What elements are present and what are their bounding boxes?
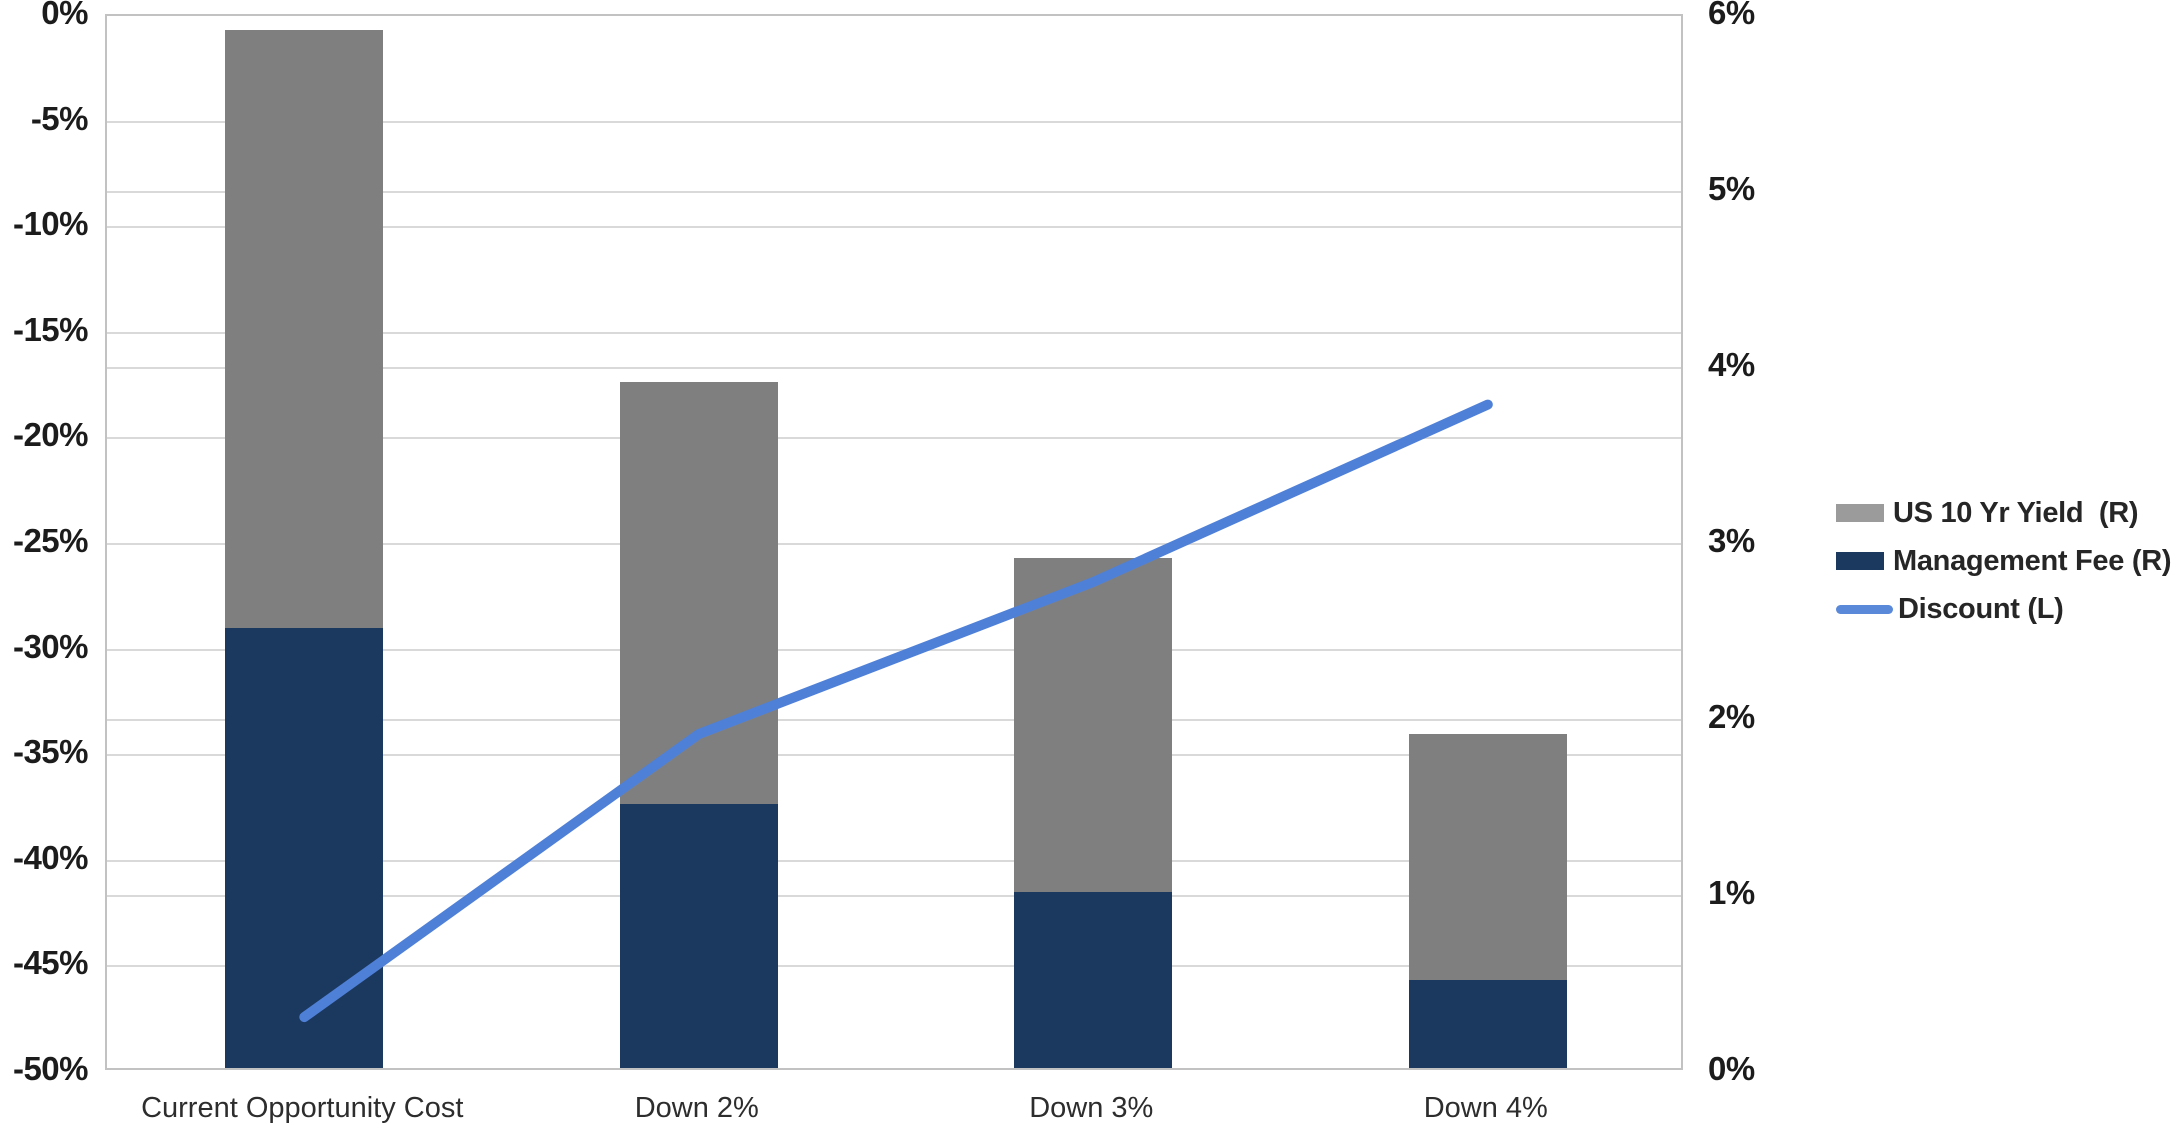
gridline-left-axis [107, 859, 1681, 862]
right-axis-tick-label: 0% [1708, 1050, 1755, 1088]
bar-segment-management-fee-r [1014, 892, 1173, 1068]
discount-line-layer [299, 399, 1493, 1023]
right-axis-tick-label: 1% [1708, 874, 1755, 912]
left-axis-tick-label: -50% [12, 1050, 89, 1088]
left-axis-tick-label: -45% [12, 944, 89, 982]
x-axis-category-label: Down 3% [1029, 1092, 1154, 1124]
plot-area [105, 14, 1683, 1070]
left-axis-tick-label: -20% [12, 416, 89, 454]
left-axis-tick-label: -30% [12, 627, 89, 665]
right-axis-tick-label: 4% [1708, 346, 1755, 384]
legend-item-label: Discount (L) [1898, 592, 2064, 625]
bar-segment-us-10-yr-yield-r [1014, 557, 1173, 892]
legend-item-label: US 10 Yr Yield (R) [1893, 496, 2139, 529]
left-axis-tick-label: -25% [12, 522, 89, 560]
left-axis-tick-label: -40% [12, 838, 89, 876]
gridline-left-axis [107, 226, 1681, 229]
right-axis-tick-label: 2% [1708, 698, 1755, 736]
gridline-left-axis [107, 965, 1681, 968]
gridline-right-axis [107, 191, 1681, 193]
bar-segment-us-10-yr-yield-r [225, 29, 384, 628]
gridline-right-axis [107, 895, 1681, 897]
gridline-left-axis [107, 437, 1681, 440]
legend-box-swatch-management-fee-r [1836, 552, 1884, 570]
x-axis-category-label: Down 4% [1423, 1092, 1548, 1124]
gridline-right-axis [107, 719, 1681, 721]
bar-segment-management-fee-r [225, 628, 384, 1068]
legend-box-swatch-us-10-yr-yield-r [1836, 504, 1884, 522]
right-axis-tick-label: 3% [1708, 522, 1755, 560]
legend-line-swatch-discount-l [1836, 604, 1893, 614]
left-axis-tick-label: -10% [12, 205, 89, 243]
gridline-left-axis [107, 120, 1681, 123]
legend-item-label: Management Fee (R) [1893, 544, 2172, 577]
x-axis-category-label: Down 2% [634, 1092, 759, 1124]
legend: US 10 Yr Yield (R) Management Fee (R) Disc… [1836, 489, 2172, 633]
left-axis-tick-label: 0% [41, 0, 88, 32]
legend-item: Management Fee (R) [1836, 537, 2172, 585]
gridline-left-axis [107, 648, 1681, 651]
left-axis-tick-label: -5% [30, 99, 89, 137]
left-axis-tick-label: -35% [12, 733, 89, 771]
x-axis-category-label: Current Opportunity Cost [141, 1092, 464, 1124]
gridline-right-axis [107, 367, 1681, 369]
legend-item: US 10 Yr Yield (R) [1836, 489, 2171, 537]
left-axis-tick-label: -15% [12, 310, 89, 348]
legend-item: Discount (L) [1836, 585, 2171, 633]
bar-segment-us-10-yr-yield-r [1408, 733, 1567, 980]
right-axis-tick-label: 6% [1708, 0, 1755, 32]
gridline-right-axis [107, 543, 1681, 545]
right-axis-tick-label: 5% [1708, 170, 1755, 208]
gridline-left-axis [107, 331, 1681, 334]
bar-segment-management-fee-r [619, 804, 778, 1068]
discount-line [299, 399, 1493, 1023]
gridline-left-axis [107, 754, 1681, 757]
bar-segment-management-fee-r [1408, 980, 1567, 1068]
